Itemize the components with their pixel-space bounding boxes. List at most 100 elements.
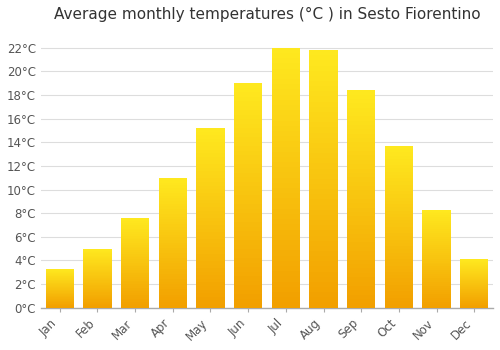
Bar (158, 287, 187, 289)
Bar (84, 278, 112, 279)
Bar (121, 295, 150, 297)
Bar (121, 277, 150, 279)
Bar (422, 284, 450, 286)
Bar (121, 261, 150, 263)
Bar (347, 277, 376, 281)
Bar (347, 260, 376, 264)
Bar (460, 305, 488, 306)
Bar (310, 230, 338, 236)
Bar (46, 305, 74, 306)
Bar (310, 76, 338, 81)
Bar (460, 303, 488, 304)
Bar (84, 259, 112, 260)
Bar (347, 164, 376, 169)
Bar (384, 269, 413, 272)
Bar (84, 270, 112, 271)
Bar (422, 292, 450, 294)
Bar (121, 288, 150, 290)
Bar (347, 273, 376, 277)
Bar (272, 157, 300, 162)
Bar (347, 195, 376, 199)
Bar (422, 266, 450, 268)
Bar (121, 297, 150, 299)
Bar (234, 204, 262, 209)
Bar (310, 277, 338, 282)
Bar (158, 274, 187, 276)
Bar (121, 227, 150, 229)
Bar (84, 287, 112, 289)
Bar (384, 230, 413, 233)
Bar (384, 198, 413, 201)
Bar (196, 186, 224, 189)
Bar (460, 294, 488, 295)
Bar (422, 243, 450, 245)
Bar (422, 255, 450, 257)
Bar (196, 222, 224, 225)
Bar (310, 86, 338, 91)
Bar (84, 289, 112, 290)
Bar (196, 157, 224, 160)
Bar (460, 266, 488, 267)
Bar (234, 218, 262, 222)
Bar (310, 55, 338, 61)
Bar (347, 234, 376, 238)
Bar (384, 146, 413, 149)
Bar (84, 276, 112, 277)
Bar (158, 191, 187, 193)
Bar (460, 296, 488, 297)
Bar (422, 247, 450, 249)
Bar (84, 285, 112, 286)
Bar (310, 179, 338, 184)
Bar (196, 297, 224, 300)
Bar (234, 281, 262, 285)
Bar (84, 266, 112, 267)
Bar (422, 245, 450, 247)
Bar (84, 274, 112, 276)
Bar (310, 292, 338, 297)
Bar (196, 282, 224, 286)
Bar (460, 288, 488, 289)
Bar (422, 210, 450, 211)
Bar (310, 163, 338, 169)
Bar (384, 246, 413, 249)
Bar (46, 301, 74, 302)
Bar (272, 240, 300, 245)
Bar (84, 260, 112, 261)
Bar (196, 286, 224, 290)
Bar (272, 69, 300, 74)
Bar (347, 151, 376, 155)
Bar (158, 222, 187, 224)
Bar (384, 256, 413, 259)
Bar (158, 183, 187, 186)
Bar (310, 50, 338, 55)
Bar (347, 169, 376, 173)
Bar (84, 273, 112, 274)
Bar (158, 269, 187, 271)
Bar (196, 218, 224, 222)
Bar (121, 230, 150, 232)
Bar (46, 306, 74, 307)
Bar (272, 131, 300, 136)
Bar (84, 251, 112, 252)
Bar (422, 286, 450, 288)
Bar (384, 301, 413, 304)
Bar (158, 284, 187, 287)
Bar (310, 220, 338, 225)
Bar (422, 296, 450, 298)
Bar (196, 257, 224, 261)
Bar (121, 232, 150, 234)
Bar (158, 206, 187, 209)
Bar (46, 298, 74, 299)
Bar (384, 275, 413, 279)
Bar (196, 250, 224, 254)
Bar (310, 169, 338, 174)
Bar (234, 258, 262, 263)
Bar (310, 297, 338, 302)
Bar (460, 274, 488, 275)
Bar (158, 251, 187, 253)
Bar (234, 290, 262, 294)
Bar (46, 293, 74, 294)
Bar (310, 117, 338, 122)
Bar (347, 134, 376, 138)
Bar (272, 79, 300, 84)
